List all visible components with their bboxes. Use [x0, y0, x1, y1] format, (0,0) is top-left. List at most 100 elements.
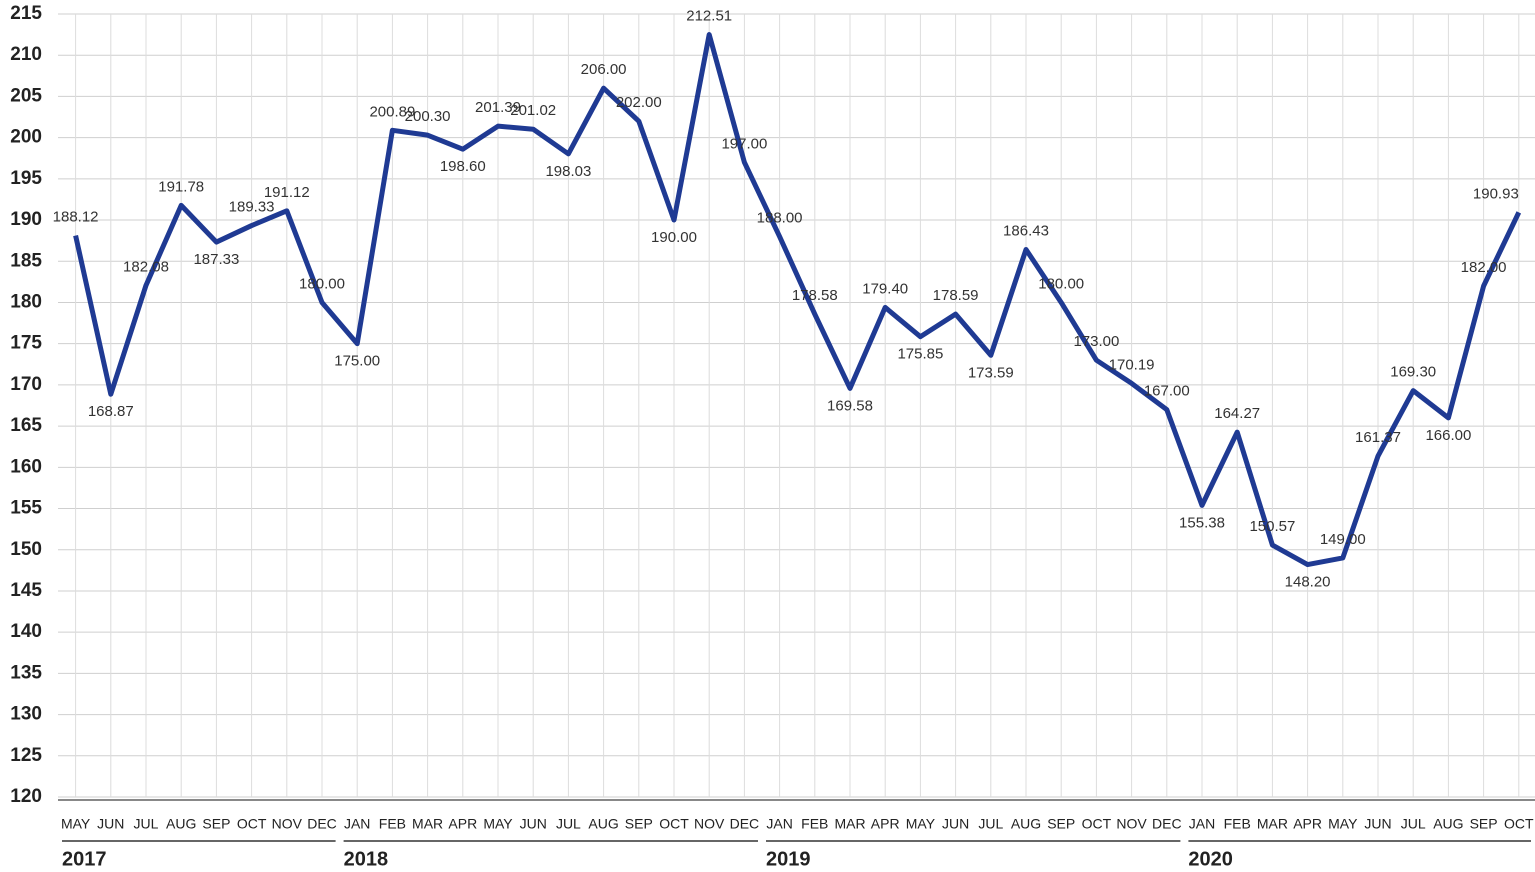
x-tick-label: OCT [1082, 816, 1112, 832]
x-tick-label: MAR [412, 816, 443, 832]
x-tick-label: JAN [344, 816, 370, 832]
y-tick-label: 130 [10, 704, 42, 725]
value-label: 212.51 [686, 7, 732, 24]
y-tick-label: 215 [10, 3, 42, 24]
x-tick-label: NOV [272, 816, 303, 832]
value-label: 169.58 [827, 397, 873, 414]
value-label: 161.37 [1355, 429, 1401, 446]
y-tick-label: 145 [10, 580, 42, 601]
y-tick-label: 180 [10, 291, 42, 312]
y-tick-label: 185 [10, 250, 42, 271]
value-label: 149.00 [1320, 531, 1366, 548]
y-tick-label: 155 [10, 498, 42, 519]
x-tick-label: JUN [520, 816, 547, 832]
value-label: 150.57 [1249, 518, 1295, 535]
line [73, 32, 1522, 568]
y-tick-label: 120 [10, 786, 42, 807]
x-tick-label: JUN [97, 816, 124, 832]
year-label: 2019 [766, 848, 811, 870]
x-tick-label: MAY [906, 816, 936, 832]
value-label: 166.00 [1425, 427, 1471, 444]
x-tick-label: MAY [61, 816, 91, 832]
value-label: 155.38 [1179, 514, 1225, 531]
x-tick-label: SEP [202, 816, 230, 832]
x-tick-label: OCT [1504, 816, 1534, 832]
value-label: 169.30 [1390, 364, 1436, 381]
x-tick-label: FEB [379, 816, 406, 832]
x-tick-label: JAN [1189, 816, 1215, 832]
x-tick-label: JUL [978, 816, 1003, 832]
value-label: 197.00 [721, 135, 767, 152]
value-label: 178.59 [933, 287, 979, 304]
x-tick-label: SEP [625, 816, 653, 832]
x-tick-label: JUL [556, 816, 581, 832]
value-label: 182.08 [123, 258, 169, 275]
value-label: 180.00 [1038, 275, 1084, 292]
value-label: 200.89 [369, 103, 415, 120]
year-label: 2018 [344, 848, 389, 870]
value-label: 188.12 [53, 209, 99, 226]
y-tick-label: 170 [10, 374, 42, 395]
value-label: 148.20 [1285, 574, 1331, 591]
year-label: 2020 [1188, 848, 1233, 870]
y-tick-label: 205 [10, 85, 42, 106]
year-label: 2017 [62, 848, 107, 870]
x-tick-label: MAR [834, 816, 865, 832]
y-tick-label: 195 [10, 168, 42, 189]
x-tick-label: OCT [237, 816, 267, 832]
y-tick-label: 190 [10, 209, 42, 230]
value-label: 173.59 [968, 364, 1014, 381]
value-label: 175.85 [897, 346, 943, 363]
value-label: 188.00 [757, 210, 803, 227]
value-label: 191.12 [264, 184, 310, 201]
y-tick-label: 140 [10, 621, 42, 642]
value-label: 201.02 [510, 102, 556, 119]
x-tick-label: MAR [1257, 816, 1288, 832]
value-label: 164.27 [1214, 405, 1260, 422]
value-label: 200.30 [405, 108, 451, 125]
x-tick-label: MAY [483, 816, 513, 832]
x-tick-label: AUG [588, 816, 618, 832]
y-tick-label: 200 [10, 127, 42, 148]
value-label: 190.00 [651, 229, 697, 246]
x-tick-label: OCT [659, 816, 689, 832]
x-tick-label: FEB [1224, 816, 1251, 832]
x-tick-label: JUN [942, 816, 969, 832]
x-tick-label: FEB [801, 816, 828, 832]
y-tick-label: 160 [10, 456, 42, 477]
x-tick-label: APR [871, 816, 900, 832]
x-tick-label: APR [1293, 816, 1322, 832]
value-label: 189.33 [229, 199, 275, 216]
value-label: 202.00 [616, 94, 662, 111]
x-tick-label: SEP [1047, 816, 1075, 832]
x-tick-label: NOV [1116, 816, 1147, 832]
y-tick-label: 150 [10, 539, 42, 560]
value-label: 198.03 [545, 163, 591, 180]
value-label: 170.19 [1109, 356, 1155, 373]
value-label: 167.00 [1144, 383, 1190, 400]
x-tick-label: AUG [1433, 816, 1463, 832]
value-label: 191.78 [158, 178, 204, 195]
value-label: 186.43 [1003, 222, 1049, 239]
value-label: 168.87 [88, 403, 134, 420]
value-label: 178.58 [792, 287, 838, 304]
value-label: 187.33 [193, 251, 239, 268]
value-label: 198.60 [440, 158, 486, 175]
y-tick-label: 210 [10, 44, 42, 65]
x-tick-label: MAY [1328, 816, 1358, 832]
value-label: 175.00 [334, 353, 380, 370]
x-tick-label: JUL [134, 816, 159, 832]
x-tick-label: JUN [1364, 816, 1391, 832]
y-tick-label: 165 [10, 415, 42, 436]
y-tick-label: 175 [10, 333, 42, 354]
value-label: 201.39 [475, 99, 521, 116]
value-label: 180.00 [299, 275, 345, 292]
x-tick-label: APR [448, 816, 477, 832]
x-tick-label: JAN [766, 816, 792, 832]
y-tick-label: 135 [10, 662, 42, 683]
value-label: 173.00 [1073, 333, 1119, 350]
value-label: 206.00 [581, 61, 627, 78]
x-tick-label: JUL [1401, 816, 1426, 832]
x-tick-label: DEC [307, 816, 337, 832]
